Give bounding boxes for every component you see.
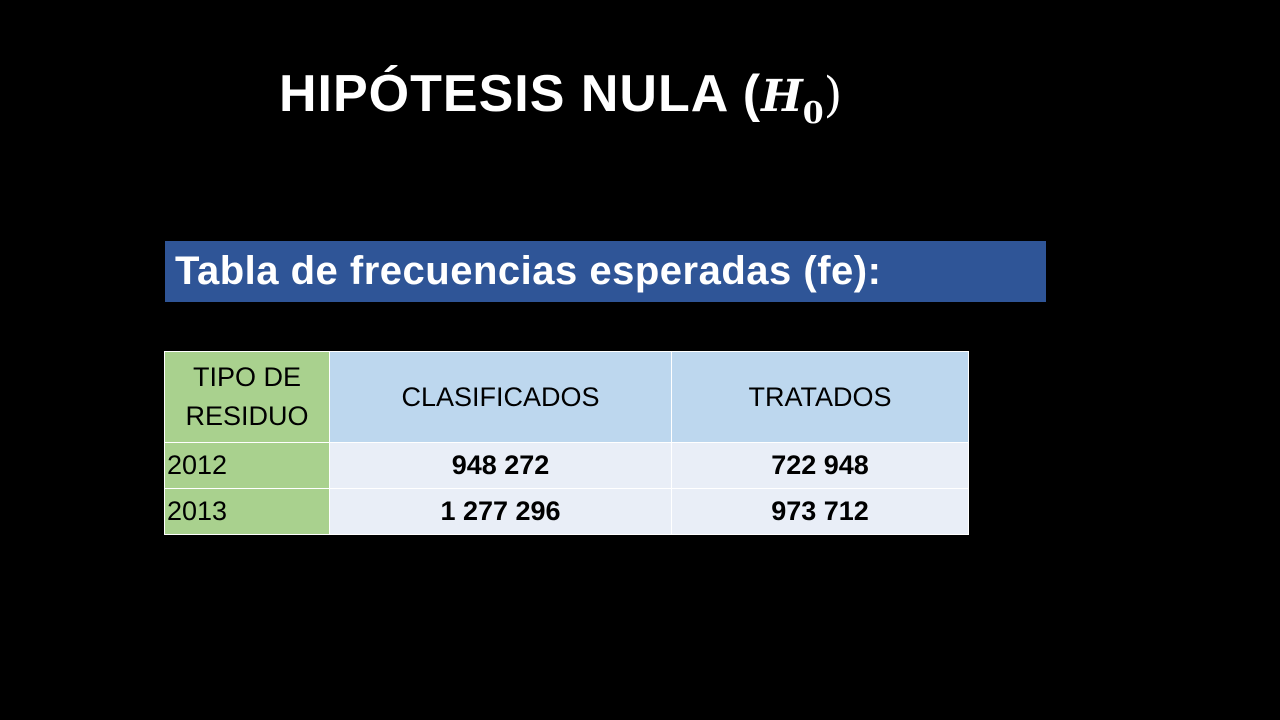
value-cell-clasificados: 1 277 296 [329, 488, 672, 535]
math-close-paren: ) [823, 67, 843, 123]
value-cell-clasificados: 948 272 [329, 442, 672, 489]
subtitle-text: Tabla de frecuencias esperadas (fe): [175, 249, 882, 293]
h0-math-expression: H0) [761, 63, 843, 131]
row-label-cell: 2013 [164, 488, 330, 535]
table-header-row: TIPO DE RESIDUO CLASIFICADOS TRATADOS [164, 351, 969, 443]
value-cell-tratados: 722 948 [671, 442, 969, 489]
table-row: 2013 1 277 296 973 712 [164, 488, 969, 535]
header-cell-tratados: TRATADOS [671, 351, 969, 443]
header-line-2: RESIDUO [185, 401, 309, 431]
header-line-1: TIPO DE [192, 362, 301, 392]
slide-title-text: HIPÓTESIS NULA ( [279, 65, 762, 123]
header-cell-tipo-residuo: TIPO DE RESIDUO [164, 351, 330, 443]
expected-frequencies-table: TIPO DE RESIDUO CLASIFICADOS TRATADOS 20… [164, 351, 969, 535]
table-row: 2012 948 272 722 948 [164, 442, 969, 489]
slide-title: HIPÓTESIS NULA (H0) [279, 62, 842, 132]
header-cell-clasificados: CLASIFICADOS [329, 351, 672, 443]
subtitle-banner: Tabla de frecuencias esperadas (fe): [165, 241, 1046, 302]
value-cell-tratados: 973 712 [671, 488, 969, 535]
math-subscript: 0 [802, 96, 824, 131]
row-label-cell: 2012 [164, 442, 330, 489]
math-variable: H [761, 71, 803, 122]
